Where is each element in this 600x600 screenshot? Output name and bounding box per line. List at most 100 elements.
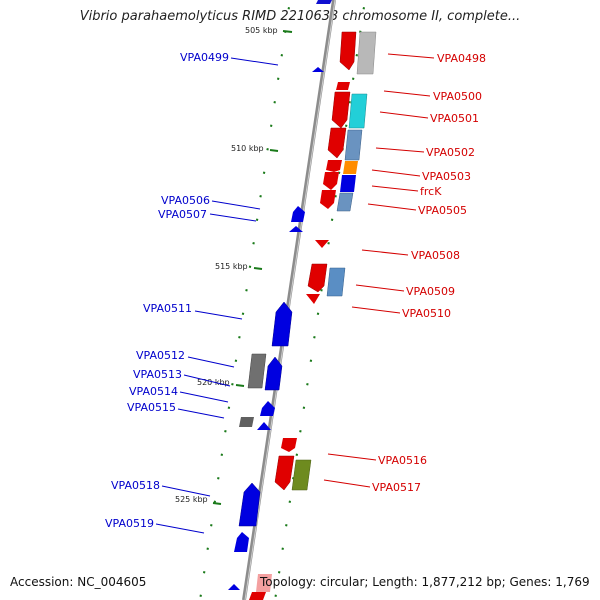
leader-lines-right: [323, 53, 435, 488]
tick-mark: [276, 77, 280, 80]
gene-label-vpa0508[interactable]: VPA0508: [411, 249, 460, 262]
gene-arrow-bottom-left[interactable]: [228, 584, 240, 590]
kbp-label-515: 515 kbp: [215, 262, 248, 271]
tick-mark: [213, 500, 217, 503]
gene-arrow-vpa0508[interactable]: [315, 240, 329, 248]
tick-mark: [316, 312, 320, 315]
gene-label-vpa0498[interactable]: VPA0498: [437, 52, 486, 65]
tick-mark: [217, 477, 220, 480]
gene-arrow-vpa0507[interactable]: [289, 226, 303, 232]
tick-mark: [299, 430, 302, 433]
gene-block-vpa0512-grey[interactable]: [247, 353, 267, 389]
kbp-label-505: 505 kbp: [245, 26, 278, 35]
tick-mark: [362, 7, 366, 10]
gene-block-vpa0502-steel[interactable]: [344, 129, 363, 161]
tick-mark: [202, 571, 206, 574]
gene-arrow-small-2[interactable]: [326, 160, 342, 172]
forward-genes: [249, 0, 377, 600]
tick-mark: [245, 289, 248, 292]
gene-label-vpa0515[interactable]: VPA0515: [127, 401, 176, 414]
gene-arrow-vpa0510[interactable]: [306, 294, 320, 304]
gene-label-vpa0519[interactable]: VPA0519: [105, 517, 154, 530]
gene-arrow-bottom[interactable]: [249, 592, 266, 600]
kbp-label-525: 525 kbp: [175, 495, 208, 504]
gene-label-vpa0505[interactable]: VPA0505: [418, 204, 467, 217]
gene-block-vpa0515-grey[interactable]: [239, 417, 254, 427]
gene-block-vpa0500-cyan[interactable]: [348, 93, 368, 129]
gene-label-vpa0501[interactable]: VPA0501: [430, 112, 479, 125]
gene-label-vpa0503[interactable]: VPA0503: [422, 170, 471, 183]
tick-mark: [309, 359, 313, 362]
gene-block-top-blue[interactable]: [316, 0, 332, 4]
tick-mark: [234, 359, 238, 362]
gene-arrow-vpa0517[interactable]: [274, 455, 295, 491]
gene-arrow-vpa0498[interactable]: [339, 31, 357, 71]
gene-label-vpa0512[interactable]: VPA0512: [136, 349, 185, 362]
tick-mark: [320, 289, 323, 292]
gene-arrow-vpa0519[interactable]: [234, 532, 249, 552]
kbp-tick-510: [269, 149, 279, 152]
gene-arrow-vpa0499[interactable]: [312, 67, 324, 72]
gene-label-vpa0509[interactable]: VPA0509: [406, 285, 455, 298]
gene-label-vpa0499[interactable]: VPA0499: [180, 51, 229, 64]
tick-mark: [355, 54, 359, 57]
kbp-tick-525: [212, 502, 222, 505]
gene-label-frck[interactable]: frcK: [420, 185, 442, 198]
tick-mark: [327, 242, 330, 245]
gene-arrow-vpa0500[interactable]: [331, 91, 351, 129]
gene-arrow-vpa0516[interactable]: [281, 438, 297, 452]
gene-label-vpa0511[interactable]: VPA0511: [143, 302, 192, 315]
gene-label-vpa0500[interactable]: VPA0500: [433, 90, 482, 103]
gene-label-vpa0502[interactable]: VPA0502: [426, 146, 475, 159]
tick-mark: [351, 77, 355, 80]
gene-label-vpa0513[interactable]: VPA0513: [133, 368, 182, 381]
gene-label-vpa0514[interactable]: VPA0514: [129, 385, 178, 398]
kbp-tick-505: [282, 30, 293, 33]
gene-label-vpa0507[interactable]: VPA0507: [158, 208, 207, 221]
gene-label-vpa0506[interactable]: VPA0506: [161, 194, 210, 207]
gene-arrow-vpa0509[interactable]: [307, 263, 328, 293]
gene-arrow-vpa0514[interactable]: [260, 401, 275, 416]
gene-block-vpa0509-steel[interactable]: [326, 267, 346, 297]
gene-arrow-vpa0515[interactable]: [257, 422, 271, 430]
left-labels: VPA0499 VPA0506 VPA0507 VPA0511 VPA0512 …: [105, 51, 229, 530]
kbp-tick-520: [235, 384, 245, 387]
gene-arrow-vpa0506[interactable]: [291, 206, 305, 222]
gene-label-vpa0510[interactable]: VPA0510: [402, 307, 451, 320]
tick-mark: [248, 265, 252, 268]
tick-mark: [238, 336, 241, 339]
topology-summary: Topology: circular; Length: 1,877,212 bp…: [260, 575, 590, 589]
tick-mark: [252, 242, 255, 245]
gene-label-vpa0517[interactable]: VPA0517: [372, 481, 421, 494]
gene-label-vpa0516[interactable]: VPA0516: [378, 454, 427, 467]
gene-block-frck-blue[interactable]: [340, 175, 356, 192]
tick-mark: [227, 406, 231, 409]
gene-arrow-vpa0505[interactable]: [320, 190, 336, 209]
gene-arrow-vpa0513[interactable]: [264, 356, 283, 391]
gene-arrow-vpa0518[interactable]: [238, 482, 261, 527]
tick-mark: [281, 547, 284, 550]
page-title: Vibrio parahaemolyticus RIMD 2210633 chr…: [79, 9, 521, 24]
gene-arrow-vpa0502[interactable]: [327, 127, 347, 159]
right-labels: VPA0498 VPA0500 VPA0501 VPA0502 VPA0503 …: [372, 52, 486, 494]
tick-mark: [285, 524, 288, 527]
tick-mark: [269, 124, 273, 127]
tick-marks: [199, 7, 366, 597]
tick-mark: [280, 54, 284, 57]
gene-block-vpa0517-olive[interactable]: [291, 459, 312, 491]
kbp-tick-515: [253, 267, 263, 270]
gene-block-vpa0505-steel[interactable]: [336, 192, 354, 212]
tick-mark: [273, 101, 276, 104]
gene-arrow-vpa0503[interactable]: [323, 172, 339, 190]
tick-mark: [330, 218, 334, 221]
gene-arrow-vpa0511[interactable]: [271, 301, 293, 347]
gene-block-vpa0498-grey[interactable]: [356, 31, 377, 75]
tick-mark: [199, 594, 202, 597]
gene-label-vpa0518[interactable]: VPA0518: [111, 479, 160, 492]
tick-mark: [277, 571, 281, 574]
gene-block-bottom-pink[interactable]: [256, 574, 272, 592]
tick-mark: [241, 312, 245, 315]
gene-arrow-small-1[interactable]: [336, 82, 350, 90]
gene-block-vpa0503-orange[interactable]: [343, 161, 358, 174]
